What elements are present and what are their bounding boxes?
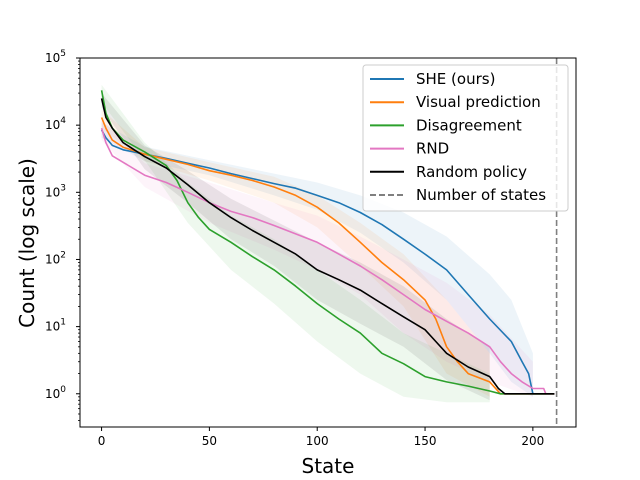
band-disagreement xyxy=(101,84,490,403)
y-tick-label: 103 xyxy=(45,183,66,199)
x-tick-label: 150 xyxy=(414,434,437,448)
line-visual-prediction xyxy=(100,117,555,395)
x-tick-label: 50 xyxy=(202,434,217,448)
legend-label-rnd: RND xyxy=(416,140,449,158)
legend-label-disagreement: Disagreement xyxy=(416,116,522,134)
x-axis-title: State xyxy=(302,454,355,478)
y-axis-title: Count (log scale) xyxy=(15,158,39,328)
band-she-ours xyxy=(101,122,533,397)
x-tick-label: 100 xyxy=(306,434,329,448)
band-rnd xyxy=(101,119,533,397)
legend: SHE (ours) Visual prediction Disagreement R… xyxy=(362,64,569,212)
confidence-bands xyxy=(101,84,533,403)
y-tick-label: 102 xyxy=(45,250,66,266)
line-random-policy xyxy=(100,98,555,395)
x-axis-ticks: 0 50 100 150 200 xyxy=(98,427,544,448)
legend-frame xyxy=(362,64,569,212)
y-tick-label: 100 xyxy=(45,385,66,401)
series-lines xyxy=(100,90,555,395)
y-axis-ticks: 100 101 102 103 104 105 xyxy=(45,49,80,421)
legend-label-visual-prediction: Visual prediction xyxy=(416,93,541,111)
line-rnd xyxy=(100,127,555,395)
x-tick-label: 200 xyxy=(521,434,544,448)
y-tick-label: 104 xyxy=(45,116,66,132)
legend-label-random-policy: Random policy xyxy=(416,163,527,181)
legend-label-number-of-states: Number of states xyxy=(416,186,546,204)
line-disagreement xyxy=(100,90,555,395)
legend-label-she-ours: SHE (ours) xyxy=(416,70,495,88)
x-tick-label: 0 xyxy=(98,434,106,448)
band-visual-prediction xyxy=(101,109,490,397)
plot-frame xyxy=(79,57,577,428)
y-tick-label: 105 xyxy=(45,49,66,65)
band-random-policy xyxy=(101,93,490,401)
y-tick-label: 101 xyxy=(45,318,66,334)
